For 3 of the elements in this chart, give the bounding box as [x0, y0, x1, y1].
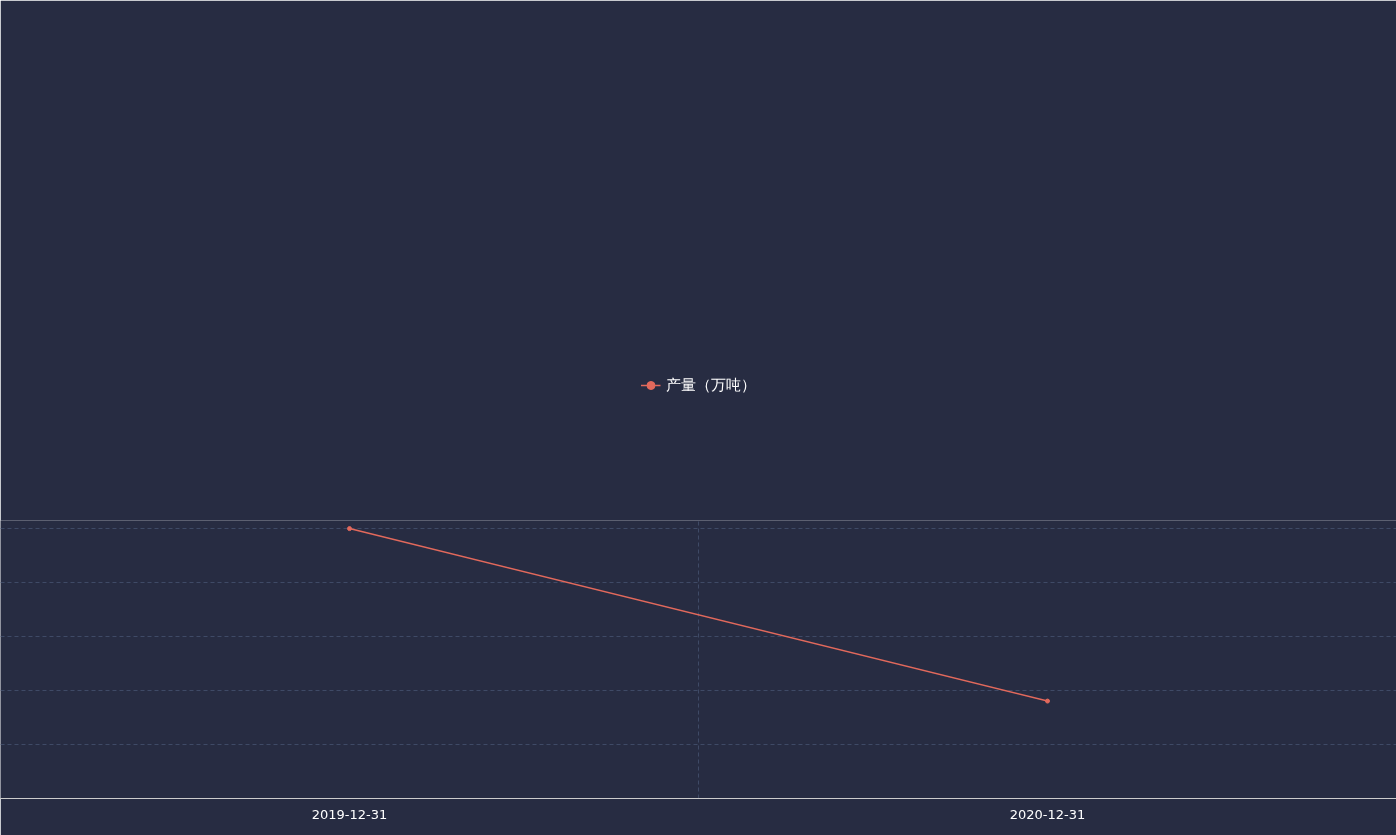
x-tick-label: 2020-12-31 [1009, 806, 1086, 822]
x-tick-label: 2019-12-31 [311, 806, 388, 822]
legend-label: 产量（万吨） [665, 375, 756, 395]
